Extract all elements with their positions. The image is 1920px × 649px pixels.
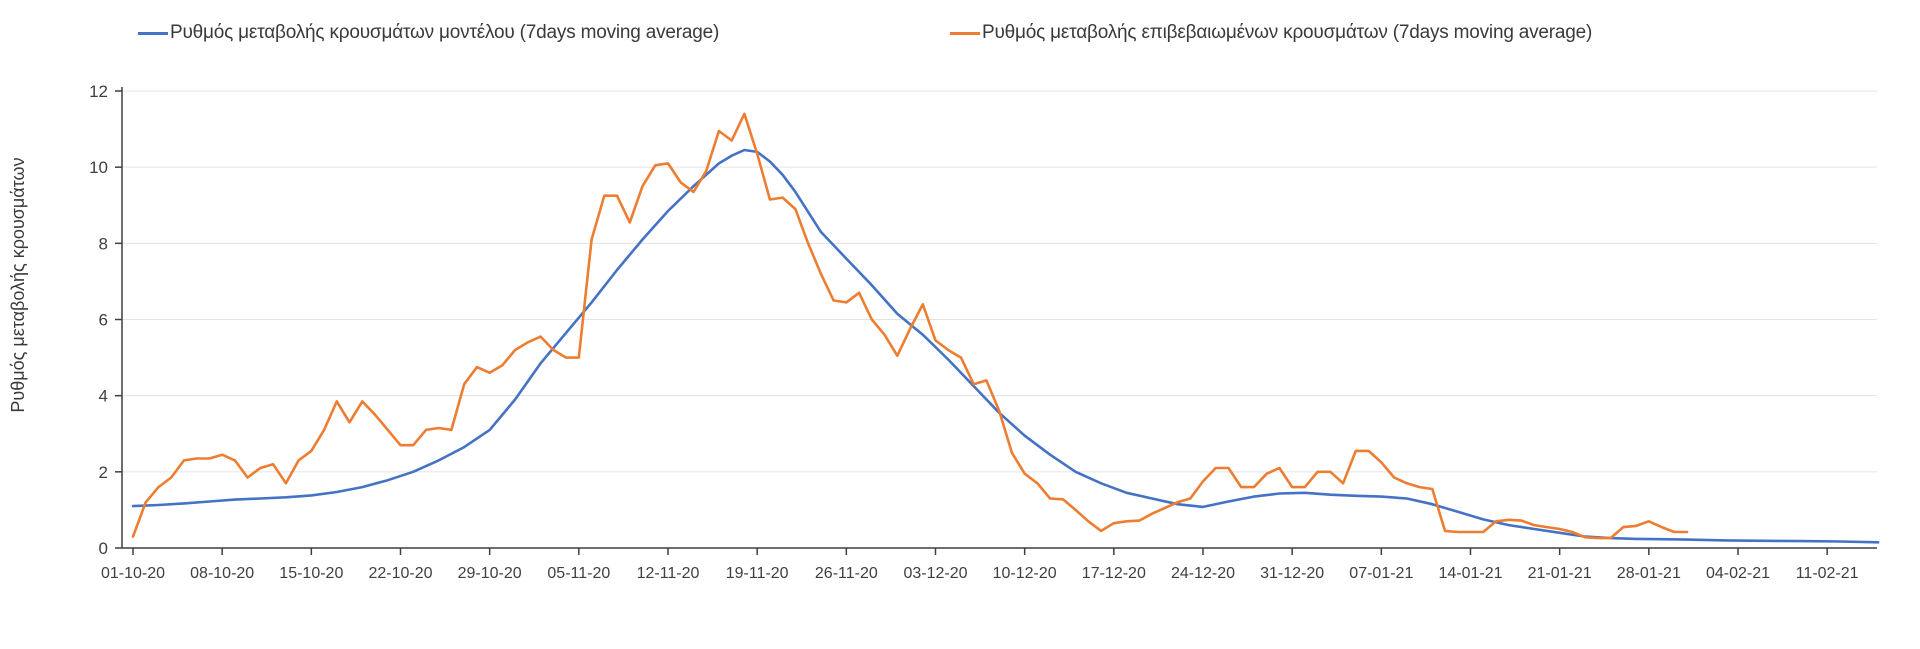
x-tick-label-29-10-20: 29-10-20 [458,565,522,582]
x-tick-label-21-01-21: 21-01-21 [1528,565,1592,582]
model-series-line [131,148,1880,544]
y-tick-label-6: 6 [99,311,108,330]
y-axis-title: Ρυθμός μεταβολής κρουσμάτων [8,157,28,412]
x-tick-label-24-12-20: 24-12-20 [1171,565,1235,582]
x-tick-label-10-12-20: 10-12-20 [993,565,1057,582]
legend-label-confirmed: Ρυθμός μεταβολής επιβεβαιωμένων κρουσμάτ… [982,22,1593,43]
x-tick-label-28-01-21: 28-01-21 [1617,565,1681,582]
series-lines [131,112,1880,544]
legend-item-model: Ρυθμός μεταβολής κρουσμάτων μοντέλου (7d… [138,22,719,44]
x-tick-label-05-11-20: 05-11-20 [547,565,610,582]
y-tick-label-4: 4 [99,387,108,406]
x-tick-label-22-10-20: 22-10-20 [368,565,432,582]
legend-color-dash-model [138,31,168,35]
legend-color-dash-confirmed [950,31,980,35]
y-tick-label-0: 0 [99,539,108,558]
x-tick-label-12-11-20: 12-11-20 [637,565,700,582]
x-tick-label-31-12-20: 31-12-20 [1260,565,1324,582]
y-tick-label-12: 12 [89,82,108,101]
x-tick-label-04-02-21: 04-02-21 [1706,565,1770,582]
y-tick-label-10: 10 [89,158,108,177]
gridlines [122,90,1877,473]
confirmed-series-line [131,112,1689,540]
y-tick-label-2: 2 [99,463,108,482]
x-tick-label-19-11-20: 19-11-20 [726,565,789,582]
axes [115,87,1877,555]
x-tick-label-08-10-20: 08-10-20 [190,565,254,582]
y-tick-label-8: 8 [99,234,108,253]
legend-item-confirmed: Ρυθμός μεταβολής επιβεβαιωμένων κρουσμάτ… [950,22,1592,44]
axis-tick-labels: 0 2 4 6 8 10 12 01-10-20 08-10-20 15-10-20 22-10-2… [89,82,1859,582]
x-tick-label-26-11-20: 26-11-20 [815,565,878,582]
x-tick-label-15-10-20: 15-10-20 [279,565,343,582]
x-tick-label-11-02-21: 11-02-21 [1796,565,1859,582]
x-tick-label-01-10-20: 01-10-20 [101,565,165,582]
x-tick-label-03-12-20: 03-12-20 [903,565,967,582]
legend-label-model: Ρυθμός μεταβολής κρουσμάτων μοντέλου (7d… [170,22,720,43]
x-tick-label-17-12-20: 17-12-20 [1082,565,1146,582]
x-tick-label-14-01-21: 14-01-21 [1438,565,1502,582]
x-tick-label-07-01-21: 07-01-21 [1349,565,1413,582]
